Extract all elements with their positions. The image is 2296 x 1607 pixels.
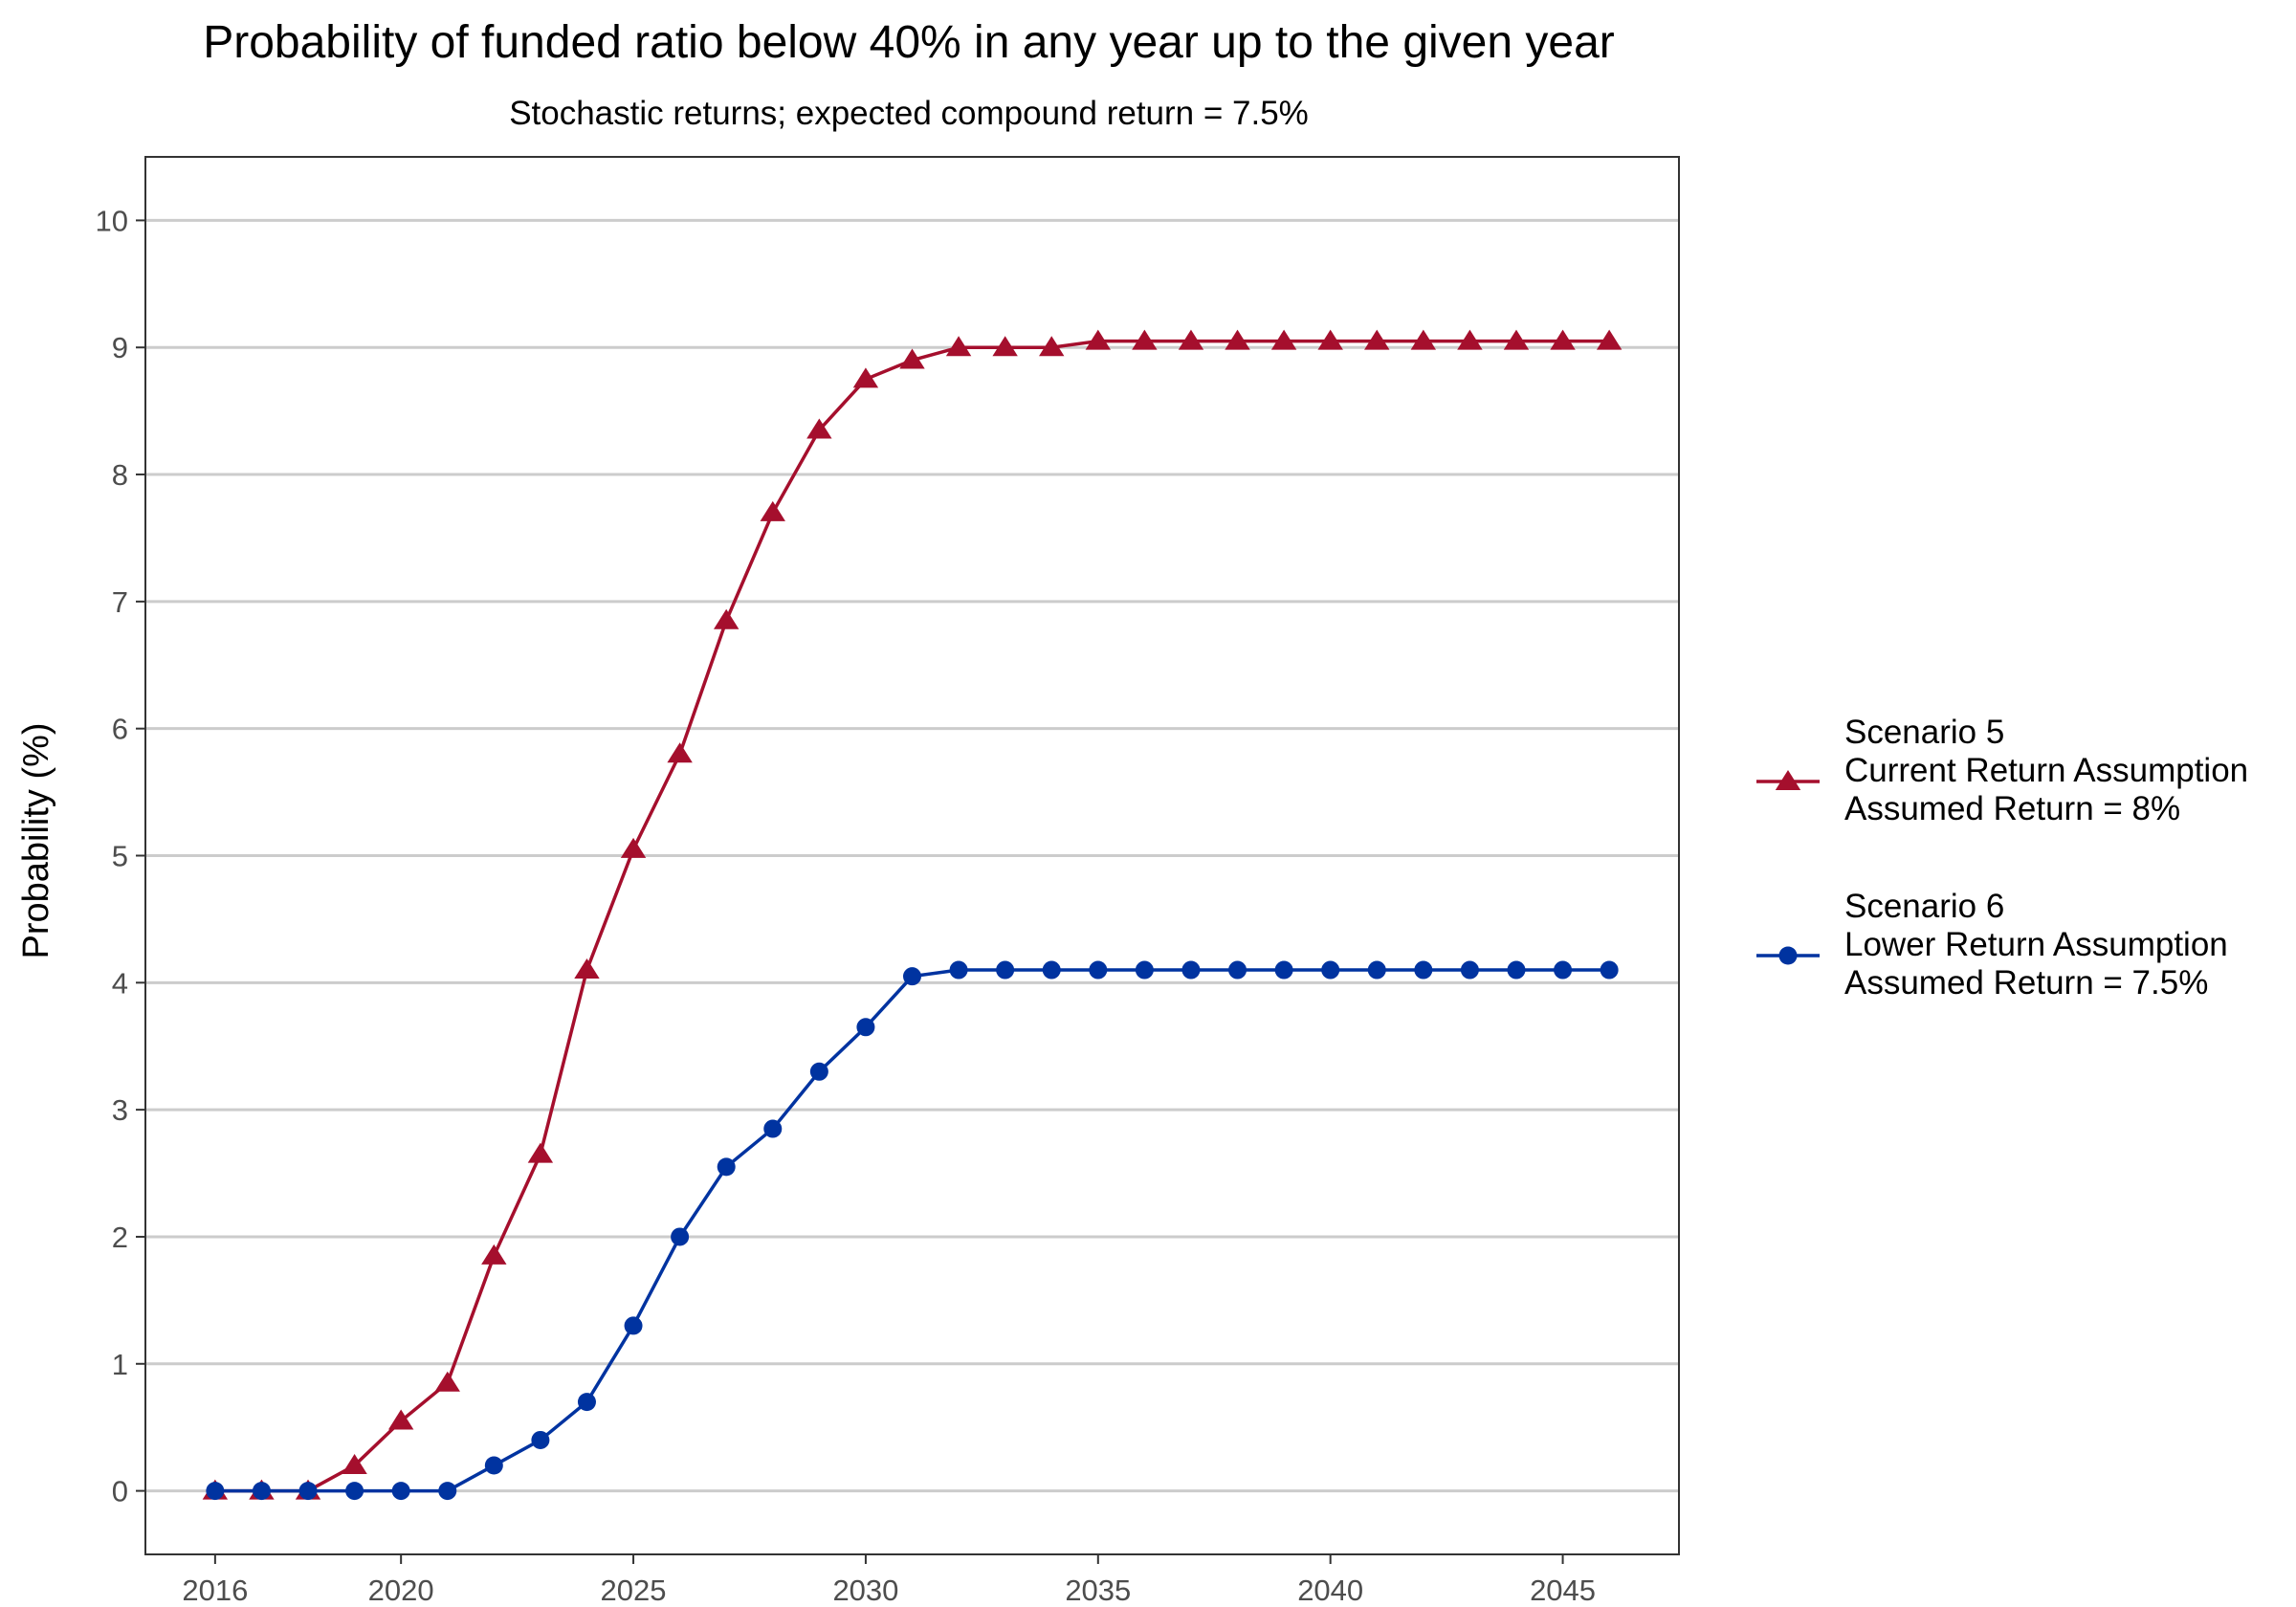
data-point (899, 348, 925, 369)
data-point (1503, 329, 1530, 350)
data-point (206, 1482, 225, 1501)
data-point (1274, 960, 1293, 980)
data-point (531, 1430, 550, 1449)
data-point (1039, 336, 1065, 357)
x-tick-label: 2020 (368, 1574, 434, 1607)
y-tick-label: 0 (112, 1475, 128, 1508)
data-point (1270, 329, 1297, 350)
data-point (945, 336, 972, 357)
data-point (1367, 960, 1386, 980)
y-tick-label: 9 (112, 331, 128, 364)
data-point (996, 960, 1015, 980)
data-point (624, 1316, 643, 1335)
data-point (1554, 960, 1573, 980)
data-point (1364, 329, 1390, 350)
data-point (387, 1409, 414, 1430)
data-point (1225, 329, 1250, 350)
series-1 (202, 329, 1623, 1500)
data-point (903, 967, 921, 986)
series-line (214, 339, 1610, 1493)
legend-label: Assumed Return = 7.5% (1844, 964, 2208, 1002)
y-tick-label: 2 (112, 1221, 128, 1254)
y-tick-label: 1 (112, 1348, 128, 1381)
data-point (391, 1482, 410, 1501)
data-point (806, 418, 832, 439)
data-point (481, 1244, 507, 1265)
data-point (809, 1062, 828, 1081)
x-tick-label: 2035 (1065, 1574, 1131, 1607)
data-point (1410, 329, 1437, 350)
data-point (949, 960, 968, 980)
legend-label: Assumed Return = 8% (1844, 790, 2180, 827)
y-tick-label: 7 (112, 585, 128, 619)
series-2 (206, 960, 1619, 1501)
data-point (1089, 960, 1108, 980)
data-point (671, 1227, 690, 1246)
chart-subtitle: Stochastic returns; expected compound re… (509, 95, 1309, 132)
data-point (1600, 960, 1619, 980)
data-point (1181, 960, 1201, 980)
data-point (345, 1482, 364, 1501)
data-point (1317, 329, 1343, 350)
data-point (574, 958, 600, 980)
data-point (342, 1454, 367, 1475)
x-tick-label: 2040 (1297, 1574, 1363, 1607)
data-point (763, 1119, 783, 1138)
data-point (1135, 960, 1154, 980)
data-point (1085, 329, 1112, 350)
x-tick-label: 2045 (1530, 1574, 1596, 1607)
data-point (852, 367, 879, 388)
data-point (527, 1142, 554, 1163)
legend-label: Current Return Assumption (1844, 752, 2248, 789)
gridlines (145, 218, 1679, 1493)
data-point (1550, 329, 1576, 350)
legend-key-marker (1775, 770, 1801, 790)
x-tick-label: 2025 (601, 1574, 667, 1607)
data-point (1596, 329, 1623, 350)
data-point (667, 742, 693, 763)
data-series (202, 329, 1623, 1501)
y-tick-label: 10 (96, 204, 128, 237)
y-tick-label: 6 (112, 713, 128, 746)
data-point (1414, 960, 1433, 980)
data-point (1460, 960, 1479, 980)
data-point (1507, 960, 1526, 980)
data-point (484, 1456, 503, 1475)
y-axis-label: Probability (%) (16, 722, 56, 958)
data-point (438, 1482, 457, 1501)
data-point (856, 1018, 875, 1037)
data-point (1178, 329, 1204, 350)
data-point (1321, 960, 1340, 980)
series-line (214, 968, 1610, 1493)
data-point (1457, 329, 1483, 350)
data-point (252, 1482, 271, 1501)
legend-key-marker (1778, 946, 1798, 965)
x-tick-label: 2030 (832, 1574, 898, 1607)
data-point (620, 837, 647, 858)
data-point (760, 500, 785, 521)
chart-title: Probability of funded ratio below 40% in… (203, 17, 1615, 68)
data-point (713, 608, 740, 629)
data-point (717, 1157, 736, 1177)
y-tick-label: 5 (112, 840, 128, 873)
axes: 0 1 2 3 4 5 6 7 8 9 10 2016 2020 2025 2030 2035 2040 2045 (96, 204, 1597, 1607)
y-tick-label: 8 (112, 458, 128, 492)
data-point (577, 1393, 596, 1412)
data-point (1132, 329, 1158, 350)
legend-label: Scenario 5 (1844, 714, 2004, 751)
legend-label: Scenario 6 (1844, 888, 2004, 925)
data-point (298, 1482, 318, 1501)
data-point (992, 336, 1018, 357)
data-point (1042, 960, 1061, 980)
data-point (434, 1371, 460, 1392)
legend-label: Lower Return Assumption (1844, 926, 2228, 963)
y-tick-label: 4 (112, 966, 128, 1000)
data-point (1228, 960, 1247, 980)
x-tick-label: 2016 (182, 1574, 248, 1607)
y-tick-label: 3 (112, 1093, 128, 1127)
